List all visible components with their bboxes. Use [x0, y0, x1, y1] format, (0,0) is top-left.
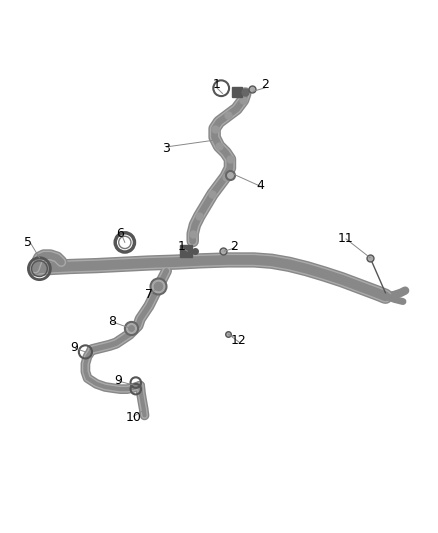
Text: 2: 2	[230, 240, 238, 253]
Text: 11: 11	[338, 231, 354, 245]
Text: 9: 9	[71, 341, 78, 354]
Text: 9: 9	[114, 374, 122, 387]
Text: 5: 5	[25, 236, 32, 249]
Text: 12: 12	[231, 335, 247, 348]
Text: 7: 7	[145, 288, 153, 302]
Text: 1: 1	[213, 78, 221, 91]
Text: 10: 10	[126, 411, 141, 424]
Text: 4: 4	[257, 179, 265, 192]
Text: 3: 3	[162, 142, 170, 155]
Text: 6: 6	[117, 227, 124, 240]
Text: 8: 8	[108, 315, 116, 328]
Text: 2: 2	[261, 78, 269, 91]
Text: 1: 1	[178, 240, 186, 253]
